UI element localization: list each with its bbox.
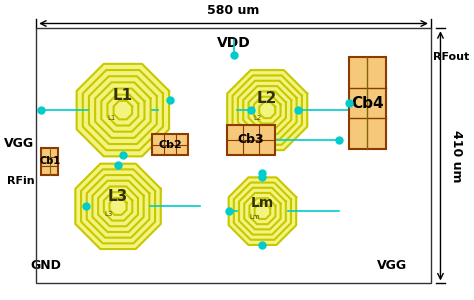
Text: L3: L3 xyxy=(108,189,128,204)
Text: Cb1: Cb1 xyxy=(39,156,60,166)
Text: L2: L2 xyxy=(257,91,277,106)
Bar xyxy=(349,57,386,148)
Bar xyxy=(152,134,188,155)
Text: VDD: VDD xyxy=(217,36,250,50)
Text: Lm: Lm xyxy=(251,196,274,211)
Text: L3: L3 xyxy=(104,211,113,217)
Text: L1: L1 xyxy=(107,115,116,121)
Text: VGG: VGG xyxy=(4,136,34,150)
Text: Cb2: Cb2 xyxy=(158,140,182,150)
Text: RFin: RFin xyxy=(7,176,34,186)
Polygon shape xyxy=(227,70,307,150)
Text: L1: L1 xyxy=(113,88,133,103)
Bar xyxy=(36,28,431,283)
Text: L2: L2 xyxy=(254,115,262,121)
Text: VGG: VGG xyxy=(377,259,408,272)
Polygon shape xyxy=(75,164,161,249)
Polygon shape xyxy=(77,64,169,156)
Bar xyxy=(41,148,58,175)
Text: RFout: RFout xyxy=(433,52,469,62)
Text: GND: GND xyxy=(30,259,61,272)
Text: Cb3: Cb3 xyxy=(237,134,264,146)
Bar xyxy=(227,124,275,155)
Text: Lm: Lm xyxy=(249,214,260,220)
Text: Cb4: Cb4 xyxy=(351,96,383,111)
Polygon shape xyxy=(228,177,296,245)
Text: 410 um: 410 um xyxy=(450,130,463,182)
Text: 580 um: 580 um xyxy=(207,4,260,17)
